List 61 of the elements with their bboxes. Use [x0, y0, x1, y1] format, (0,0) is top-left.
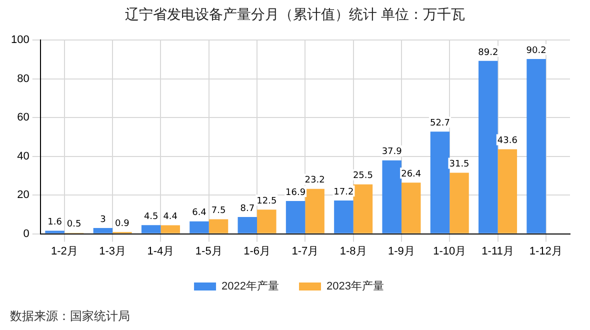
- y-tick-label: 100: [10, 34, 30, 46]
- y-tick-label: 0: [23, 228, 30, 240]
- data-label: 43.6: [497, 136, 518, 146]
- bar: [160, 225, 180, 234]
- x-tick-label: 1-12月: [529, 245, 562, 258]
- x-tick-label: 1-5月: [195, 245, 222, 258]
- x-tick-label: 1-8月: [340, 245, 367, 258]
- x-tick-label: 1-7月: [292, 245, 319, 258]
- data-label: 23.2: [304, 176, 325, 186]
- data-label: 1.6: [48, 218, 62, 228]
- data-label: 52.7: [430, 118, 450, 129]
- data-label: 7.5: [211, 206, 226, 216]
- x-tick-label: 1-2月: [50, 245, 78, 258]
- data-label: 89.2: [478, 48, 498, 58]
- bar: [478, 60, 498, 234]
- data-label: 0.9: [115, 218, 130, 229]
- bar: [208, 219, 228, 234]
- bar: [257, 210, 276, 234]
- legend-label: 2023年产量: [326, 280, 384, 293]
- bar: [93, 228, 113, 234]
- data-label: 90.2: [526, 46, 546, 56]
- data-label: 8.7: [240, 204, 255, 214]
- x-tick-label: 1-9月: [388, 245, 415, 258]
- bar: [498, 149, 518, 234]
- data-label: 12.5: [256, 196, 277, 206]
- source-note: 数据来源：国家统计局: [10, 308, 130, 325]
- data-label: 37.9: [382, 147, 402, 158]
- data-label: 31.5: [449, 160, 470, 170]
- bar: [353, 184, 373, 234]
- bar: [238, 216, 258, 234]
- data-label: 4.5: [144, 212, 158, 222]
- bar: [286, 201, 306, 234]
- y-tick-label: 40: [17, 150, 30, 162]
- bar: [382, 160, 402, 234]
- data-label: 3: [100, 214, 106, 225]
- data-label: 4.4: [163, 212, 178, 222]
- bar: [141, 225, 161, 234]
- chart-title: 辽宁省发电设备产量分月（累计值）统计 单位：万千瓦: [124, 6, 466, 24]
- y-tick-label: 60: [17, 112, 30, 124]
- x-tick-label: 1-10月: [433, 245, 466, 258]
- data-label: 25.5: [352, 171, 373, 182]
- data-label: 26.4: [401, 169, 422, 180]
- bar: [401, 182, 421, 234]
- x-tick-label: 1-4月: [147, 245, 174, 258]
- bar: [526, 58, 546, 234]
- data-label: 17.2: [334, 187, 354, 198]
- bar: [190, 221, 209, 234]
- y-tick-label: 20: [17, 189, 30, 202]
- x-tick-label: 1-6月: [244, 245, 270, 258]
- bar: [45, 230, 64, 234]
- bar: [334, 200, 354, 234]
- y-tick-label: 80: [17, 72, 30, 85]
- x-tick-label: 1-11月: [482, 245, 514, 258]
- legend-label: 2022年产量: [222, 280, 280, 293]
- x-tick-label: 1-3月: [99, 245, 126, 258]
- data-label: 16.9: [286, 188, 306, 198]
- bar: [430, 132, 450, 234]
- bar: [305, 188, 324, 234]
- bar: [450, 172, 469, 234]
- data-label: 6.4: [192, 208, 207, 218]
- data-label: 0.5: [66, 220, 82, 230]
